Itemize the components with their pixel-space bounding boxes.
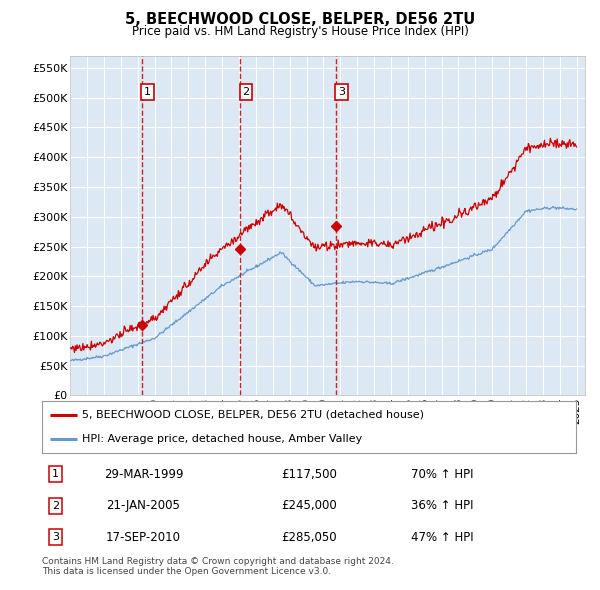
Text: £245,000: £245,000 (281, 499, 337, 512)
Text: 2: 2 (52, 501, 59, 510)
Text: 36% ↑ HPI: 36% ↑ HPI (411, 499, 474, 512)
Text: 3: 3 (52, 532, 59, 542)
Text: £285,050: £285,050 (281, 530, 337, 543)
Text: £117,500: £117,500 (281, 468, 337, 481)
Text: 17-SEP-2010: 17-SEP-2010 (106, 530, 181, 543)
Text: 1: 1 (144, 87, 151, 97)
Text: 5, BEECHWOOD CLOSE, BELPER, DE56 2TU: 5, BEECHWOOD CLOSE, BELPER, DE56 2TU (125, 12, 475, 27)
Text: 2: 2 (242, 87, 250, 97)
Text: HPI: Average price, detached house, Amber Valley: HPI: Average price, detached house, Ambe… (82, 434, 362, 444)
Text: 5, BEECHWOOD CLOSE, BELPER, DE56 2TU (detached house): 5, BEECHWOOD CLOSE, BELPER, DE56 2TU (de… (82, 409, 424, 419)
Text: 21-JAN-2005: 21-JAN-2005 (107, 499, 181, 512)
Text: 3: 3 (338, 87, 345, 97)
Text: Contains HM Land Registry data © Crown copyright and database right 2024.
This d: Contains HM Land Registry data © Crown c… (42, 557, 394, 576)
Text: 70% ↑ HPI: 70% ↑ HPI (411, 468, 474, 481)
Text: 29-MAR-1999: 29-MAR-1999 (104, 468, 183, 481)
Text: Price paid vs. HM Land Registry's House Price Index (HPI): Price paid vs. HM Land Registry's House … (131, 25, 469, 38)
Text: 47% ↑ HPI: 47% ↑ HPI (411, 530, 474, 543)
Text: 1: 1 (52, 469, 59, 479)
